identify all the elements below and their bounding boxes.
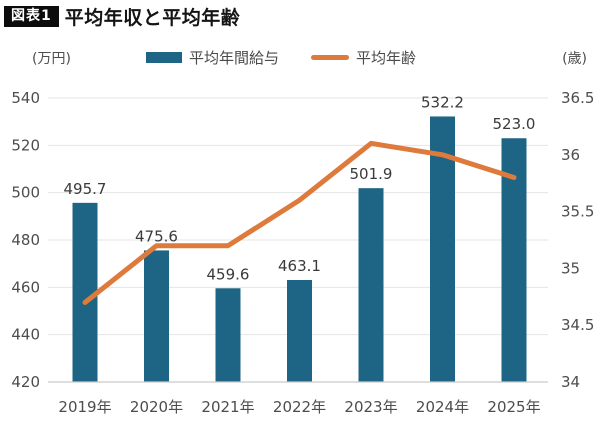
right-axis-tick: 34.5 bbox=[561, 316, 594, 334]
bar-value-label: 495.7 bbox=[64, 180, 107, 198]
legend-item-salary: 平均年間給与 bbox=[146, 47, 279, 68]
chart-svg: 540 520 500 480 460 440 420 36.5 36 35.5 35 34.5 34 2… bbox=[11, 89, 594, 416]
bar-value-label: 475.6 bbox=[135, 227, 178, 245]
x-axis-label: 2023年 bbox=[344, 398, 397, 416]
bar-value-label: 463.1 bbox=[278, 257, 321, 275]
legend-label-salary: 平均年間給与 bbox=[189, 49, 280, 67]
right-axis-tick: 35.5 bbox=[561, 203, 594, 221]
left-axis-tick: 540 bbox=[11, 89, 40, 107]
bar bbox=[215, 288, 241, 382]
right-axis-tick: 35 bbox=[561, 259, 580, 277]
left-axis-tick: 500 bbox=[11, 184, 40, 202]
bar bbox=[287, 279, 312, 382]
bar-value-label: 501.9 bbox=[350, 165, 393, 183]
right-axis-tick: 34 bbox=[561, 373, 580, 391]
x-axis-label: 2021年 bbox=[201, 398, 254, 416]
bar bbox=[72, 202, 98, 382]
right-axis-tick: 36 bbox=[561, 146, 580, 164]
bar bbox=[144, 250, 169, 382]
line-swatch-icon bbox=[311, 55, 350, 60]
left-axis-tick: 440 bbox=[11, 326, 40, 344]
legend-item-age: 平均年齢 bbox=[311, 47, 416, 68]
x-axis-label: 2019年 bbox=[58, 398, 111, 416]
left-axis-tick: 460 bbox=[11, 278, 40, 296]
x-axis-label: 2022年 bbox=[273, 398, 326, 416]
bar-swatch-icon bbox=[146, 52, 182, 63]
figure-tag: 図表1 bbox=[4, 5, 59, 28]
right-axis-unit: (歳) bbox=[562, 51, 587, 67]
x-axis-label: 2025年 bbox=[487, 398, 540, 416]
left-axis-unit: (万円) bbox=[32, 51, 71, 67]
bar bbox=[430, 116, 455, 383]
bar-value-label: 459.6 bbox=[207, 265, 250, 283]
bar-value-label: 523.0 bbox=[493, 115, 536, 133]
age-line bbox=[82, 140, 517, 305]
left-axis-tick: 480 bbox=[11, 231, 40, 249]
bar-value-label: 532.2 bbox=[421, 93, 464, 111]
figure-header: 図表1 平均年収と平均年齢 bbox=[4, 3, 240, 30]
right-axis-tick: 36.5 bbox=[561, 89, 594, 107]
bar bbox=[358, 188, 384, 382]
chart-legend: 平均年間給与 平均年齢 bbox=[146, 47, 416, 68]
figure-title: 平均年収と平均年齢 bbox=[64, 7, 241, 29]
x-axis-label: 2024年 bbox=[416, 398, 469, 416]
legend-label-age: 平均年齢 bbox=[356, 49, 417, 67]
left-axis-tick: 420 bbox=[11, 373, 40, 391]
left-axis-tick: 520 bbox=[11, 136, 40, 154]
x-axis-label: 2020年 bbox=[130, 398, 183, 416]
